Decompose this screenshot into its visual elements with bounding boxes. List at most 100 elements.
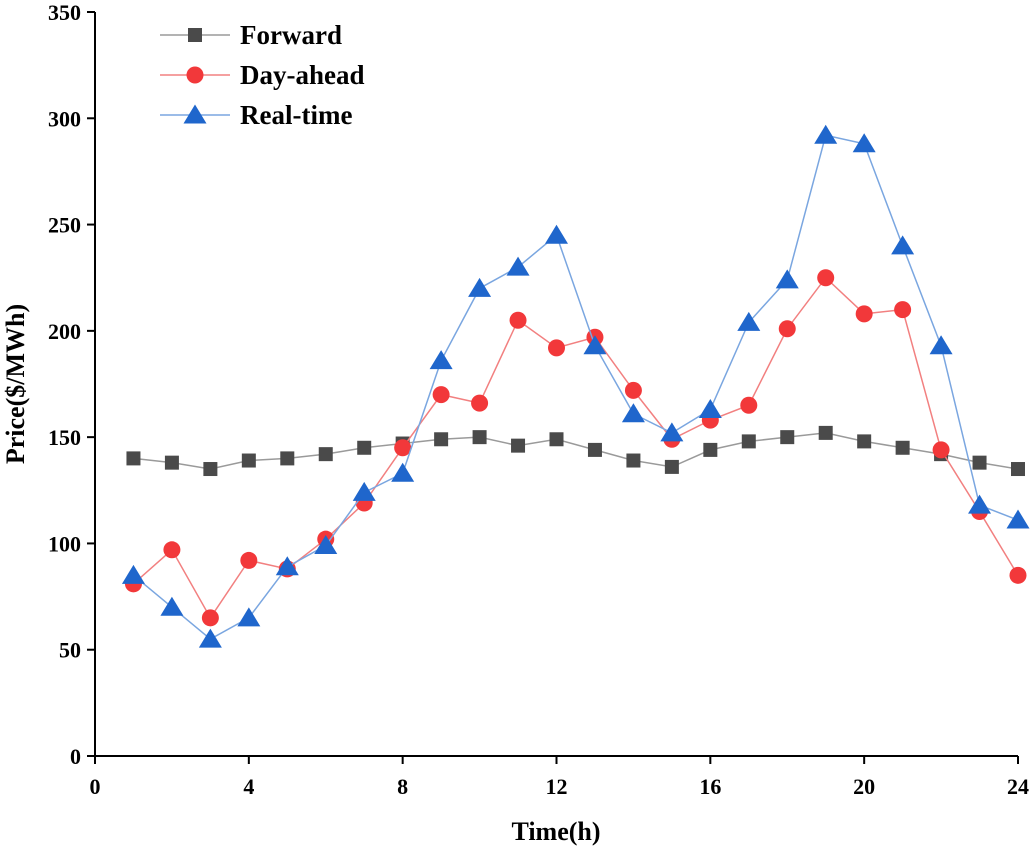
series-day-ahead [124, 269, 1027, 627]
data-point-real-time [468, 277, 492, 297]
data-point-day-ahead [201, 609, 219, 627]
data-point-forward [318, 447, 333, 462]
data-point-forward [857, 434, 872, 449]
x-tick-label: 4 [243, 774, 254, 799]
data-point-forward [895, 440, 910, 455]
x-tick-label: 24 [1007, 774, 1029, 799]
series-line-day-ahead [132, 276, 1019, 620]
data-point-day-ahead [1009, 566, 1027, 584]
y-tick-label: 50 [59, 638, 81, 663]
data-point-forward [126, 451, 141, 466]
data-point-day-ahead [163, 541, 181, 559]
series-line-real-time [132, 134, 1019, 640]
legend-label-forward: Forward [240, 20, 342, 50]
data-point-real-time [929, 335, 953, 355]
y-ticks: 0 50 100 150 200 250 300 350 [48, 0, 95, 769]
data-point-forward [741, 434, 756, 449]
legend-label-real-time: Real-time [240, 100, 352, 130]
x-tick-label: 12 [546, 774, 568, 799]
x-tick-label: 20 [853, 774, 875, 799]
data-point-day-ahead [778, 320, 796, 338]
x-ticks: 0 4 8 12 16 20 24 [90, 756, 1029, 799]
data-point-real-time [737, 311, 761, 331]
legend-marker-day-ahead [186, 66, 204, 84]
legend-marker-forward [188, 28, 202, 42]
y-tick-label: 350 [48, 0, 81, 25]
data-point-real-time [237, 607, 261, 627]
legend-marker-real-time [183, 104, 207, 124]
x-axis-title: Time(h) [511, 817, 600, 846]
data-point-forward [357, 440, 372, 455]
data-point-real-time [814, 124, 838, 144]
data-point-real-time [891, 235, 915, 255]
data-point-real-time [198, 628, 222, 648]
x-tick-label: 16 [699, 774, 721, 799]
data-point-day-ahead [240, 551, 258, 569]
data-point-real-time [391, 462, 415, 482]
data-point-day-ahead [624, 381, 642, 399]
data-point-real-time [852, 133, 876, 153]
data-point-real-time [621, 403, 645, 423]
data-point-forward [241, 453, 256, 468]
series-real-time [121, 124, 1030, 648]
series-layer [121, 124, 1030, 648]
y-tick-label: 200 [48, 319, 81, 344]
data-point-day-ahead [548, 339, 565, 357]
y-tick-label: 100 [48, 531, 81, 556]
data-point-real-time [506, 256, 530, 276]
data-point-real-time [775, 269, 799, 289]
data-point-forward [511, 438, 526, 453]
data-point-forward [587, 442, 602, 457]
legend-item-day-ahead: Day-ahead [160, 60, 365, 90]
data-point-real-time [314, 535, 338, 555]
axes [94, 12, 1018, 757]
data-point-day-ahead [932, 441, 950, 459]
data-point-real-time [275, 556, 299, 576]
data-point-forward [1011, 462, 1025, 477]
data-point-real-time [545, 224, 568, 244]
data-point-forward [472, 430, 487, 445]
data-point-forward [434, 432, 449, 447]
series-line-forward [133, 432, 1019, 470]
data-point-day-ahead [509, 311, 527, 329]
data-point-real-time [968, 494, 992, 514]
data-point-real-time [660, 422, 684, 442]
y-tick-label: 0 [70, 744, 81, 769]
data-point-forward [972, 455, 987, 470]
legend: Forward Day-ahead Real-time [160, 20, 365, 130]
data-point-forward [626, 453, 641, 468]
data-point-forward [549, 432, 564, 447]
y-tick-label: 300 [48, 106, 81, 131]
data-point-day-ahead [855, 305, 873, 323]
data-point-forward [664, 459, 679, 474]
series-forward [126, 425, 1025, 477]
data-point-day-ahead [471, 394, 489, 412]
data-point-day-ahead [432, 386, 450, 404]
legend-item-real-time: Real-time [160, 100, 352, 130]
data-point-real-time [121, 564, 145, 584]
data-point-real-time [698, 399, 722, 419]
data-point-real-time [429, 350, 453, 370]
y-axis-title: Price($/MWh) [1, 304, 30, 464]
data-point-real-time [1006, 509, 1030, 529]
data-point-day-ahead [394, 439, 412, 457]
data-point-real-time [160, 596, 184, 616]
legend-label-day-ahead: Day-ahead [240, 60, 365, 90]
x-tick-label: 0 [90, 774, 101, 799]
y-tick-label: 250 [48, 213, 81, 238]
x-tick-label: 8 [397, 774, 408, 799]
data-point-forward [818, 425, 833, 440]
data-point-day-ahead [817, 269, 835, 287]
data-point-forward [203, 462, 218, 477]
data-point-forward [164, 455, 179, 470]
y-tick-label: 150 [48, 425, 81, 450]
data-point-forward [780, 430, 795, 445]
data-point-forward [280, 451, 295, 466]
data-point-day-ahead [740, 396, 758, 414]
data-point-forward [703, 442, 718, 457]
legend-item-forward: Forward [160, 20, 342, 50]
data-point-real-time [352, 481, 376, 501]
data-point-day-ahead [894, 301, 912, 319]
data-point-real-time [583, 335, 607, 355]
